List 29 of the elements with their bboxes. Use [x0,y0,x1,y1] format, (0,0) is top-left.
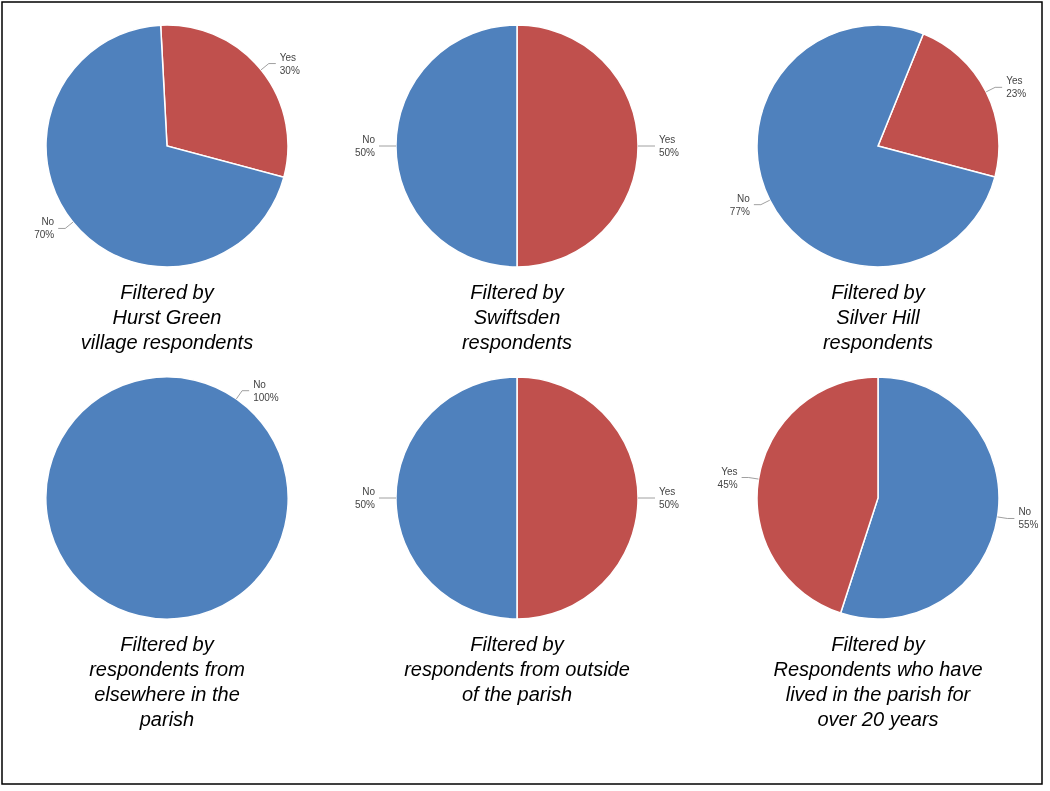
slice-label: No [253,378,267,390]
text: Filtered by Silver Hill respondents [822,281,934,353]
data-label: 50% [354,499,376,510]
slice-label: No [41,216,55,228]
slice-label: Yes [279,51,297,63]
data-label: 100% [253,391,279,403]
pie-slice [756,24,996,268]
data-label: 55% [1018,519,1039,531]
slice-label: Yes [1006,75,1023,87]
data-label: 70% [34,229,55,241]
data-label: 50% [354,147,376,158]
text: Filtered by respondents from outside of the parish [404,633,630,705]
slice-label: Yes [659,486,676,497]
slice-label: Yes [659,134,676,145]
data-label: 77% [729,205,750,217]
text: Filtered by Swiftsden respondents [461,281,573,353]
data-label: 30% [279,64,300,76]
data-label: 50% [659,147,680,158]
text: Filtered by Respondents who have lived in the parish for over 20 years [773,633,983,730]
slice-label: Yes [721,465,738,477]
slice-label: No [362,134,376,145]
text: Filtered by Hurst Green village respondents [80,281,254,353]
data-label: 23% [1006,88,1027,100]
slice-label: No [1018,506,1032,518]
data-label: 50% [659,499,680,510]
text: Filtered by respondents from elsewhere in the parish [89,633,245,730]
slice-label: No [737,192,751,204]
slice-label: No [362,486,376,497]
data-label: 45% [717,478,738,490]
